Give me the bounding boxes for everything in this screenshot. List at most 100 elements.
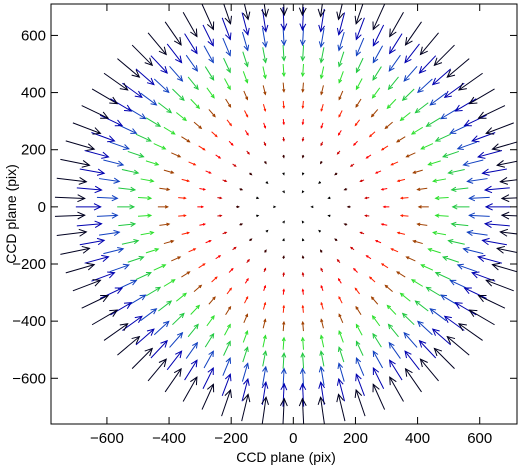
vector-arrow: [187, 76, 199, 91]
vector-arrow: [396, 271, 406, 278]
vector-arrow: [197, 205, 205, 209]
vector-arrow: [404, 367, 422, 393]
vector-arrow: [429, 308, 447, 322]
vector-arrow: [382, 205, 390, 209]
vector-arrow: [343, 187, 348, 191]
vector-arrow: [223, 340, 231, 356]
vector-arrow: [175, 292, 188, 302]
vector-arrow: [171, 256, 182, 262]
vector-arrow: [264, 160, 267, 165]
vector-arrow: [372, 45, 384, 64]
vector-arrow: [419, 358, 439, 382]
vector-arrow: [205, 170, 212, 174]
vector-arrow: [242, 4, 251, 21]
vector-arrow: [496, 245, 517, 254]
vector-arrow: [477, 150, 503, 159]
vector-arrow: [171, 152, 182, 158]
vector-arrow: [318, 229, 322, 233]
vector-arrow: [338, 329, 344, 343]
vector-arrow: [282, 154, 285, 159]
vector-arrow: [434, 272, 451, 281]
vector-arrow: [262, 365, 268, 386]
vector-arrow: [300, 63, 305, 78]
vector-arrow: [301, 118, 305, 126]
vector-arrow: [372, 66, 382, 81]
vector-arrow: [244, 295, 249, 304]
vector-arrow: [447, 239, 465, 245]
vector-arrow: [127, 255, 145, 263]
vector-arrow: [355, 305, 362, 316]
vector-arrow: [242, 346, 249, 363]
vector-arrow: [404, 21, 422, 46]
vector-arrow: [399, 214, 409, 218]
vector-arrow: [128, 294, 147, 306]
vector-arrow: [172, 312, 185, 326]
y-tick-label: −600: [12, 370, 46, 387]
vector-arrow: [337, 51, 345, 68]
vector-arrow: [372, 24, 385, 47]
vector-arrow: [417, 78, 433, 94]
vector-arrow: [431, 68, 452, 86]
vector-arrow: [301, 154, 305, 159]
vector-arrow: [427, 160, 441, 166]
vector-arrow: [425, 117, 441, 127]
vector-arrow: [244, 277, 249, 284]
vector-arrow: [163, 126, 176, 135]
vector-arrow: [338, 313, 344, 324]
vector-arrow: [262, 350, 268, 367]
vector-arrow: [450, 186, 469, 193]
vector-arrow: [353, 267, 358, 273]
vector-arrow: [246, 150, 250, 155]
vector-arrow: [420, 264, 434, 271]
vector-arrow: [118, 221, 137, 227]
x-axis-label: CCD plane (pix): [236, 449, 336, 465]
vector-arrow: [198, 145, 206, 151]
vector-arrow: [145, 286, 162, 297]
vector-arrow: [91, 309, 119, 326]
vector-arrow: [265, 181, 269, 184]
vector-arrow: [223, 57, 231, 74]
vector-arrow: [169, 331, 184, 348]
vector-arrow: [60, 245, 91, 255]
vector-arrow: [337, 130, 342, 136]
vector-arrow: [242, 329, 249, 343]
vector-arrow: [169, 65, 184, 82]
vector-arrow: [217, 196, 223, 200]
vector-arrow: [54, 211, 86, 220]
vector-arrow: [117, 58, 141, 78]
vector-arrow: [301, 255, 305, 259]
vector-arrow: [468, 88, 495, 105]
vector-arrow: [159, 222, 171, 227]
vector-arrow: [198, 263, 206, 269]
vector-arrow: [481, 168, 507, 176]
vector-arrow: [282, 288, 286, 295]
vector-arrow: [140, 92, 158, 106]
vector-arrow: [410, 126, 423, 135]
vector-arrow: [301, 320, 305, 332]
vector-arrow: [456, 141, 478, 150]
vector-arrow: [414, 102, 429, 114]
vector-arrow: [150, 55, 168, 74]
vector-arrow: [320, 104, 324, 112]
vector-arrow: [466, 229, 488, 237]
vector-arrow: [221, 388, 232, 417]
vector-arrow: [280, 367, 287, 388]
vector-arrow: [211, 131, 218, 138]
vector-arrow: [417, 320, 433, 336]
vector-arrow: [185, 54, 199, 72]
vector-arrow: [370, 109, 379, 118]
vector-arrow: [386, 304, 397, 315]
vector-arrow: [485, 122, 514, 135]
vector-arrow: [336, 377, 346, 402]
vector-arrow: [337, 277, 342, 284]
vector-arrow: [249, 238, 253, 242]
vector-arrow: [337, 362, 345, 382]
vector-arrow: [202, 24, 214, 47]
vector-arrow: [433, 347, 455, 369]
vector-arrow: [336, 393, 346, 422]
vector-arrow: [371, 314, 381, 327]
vector-arrow: [121, 169, 140, 175]
vector-arrow: [241, 393, 251, 422]
vector-arrow: [336, 150, 341, 155]
vector-arrow: [301, 190, 305, 194]
